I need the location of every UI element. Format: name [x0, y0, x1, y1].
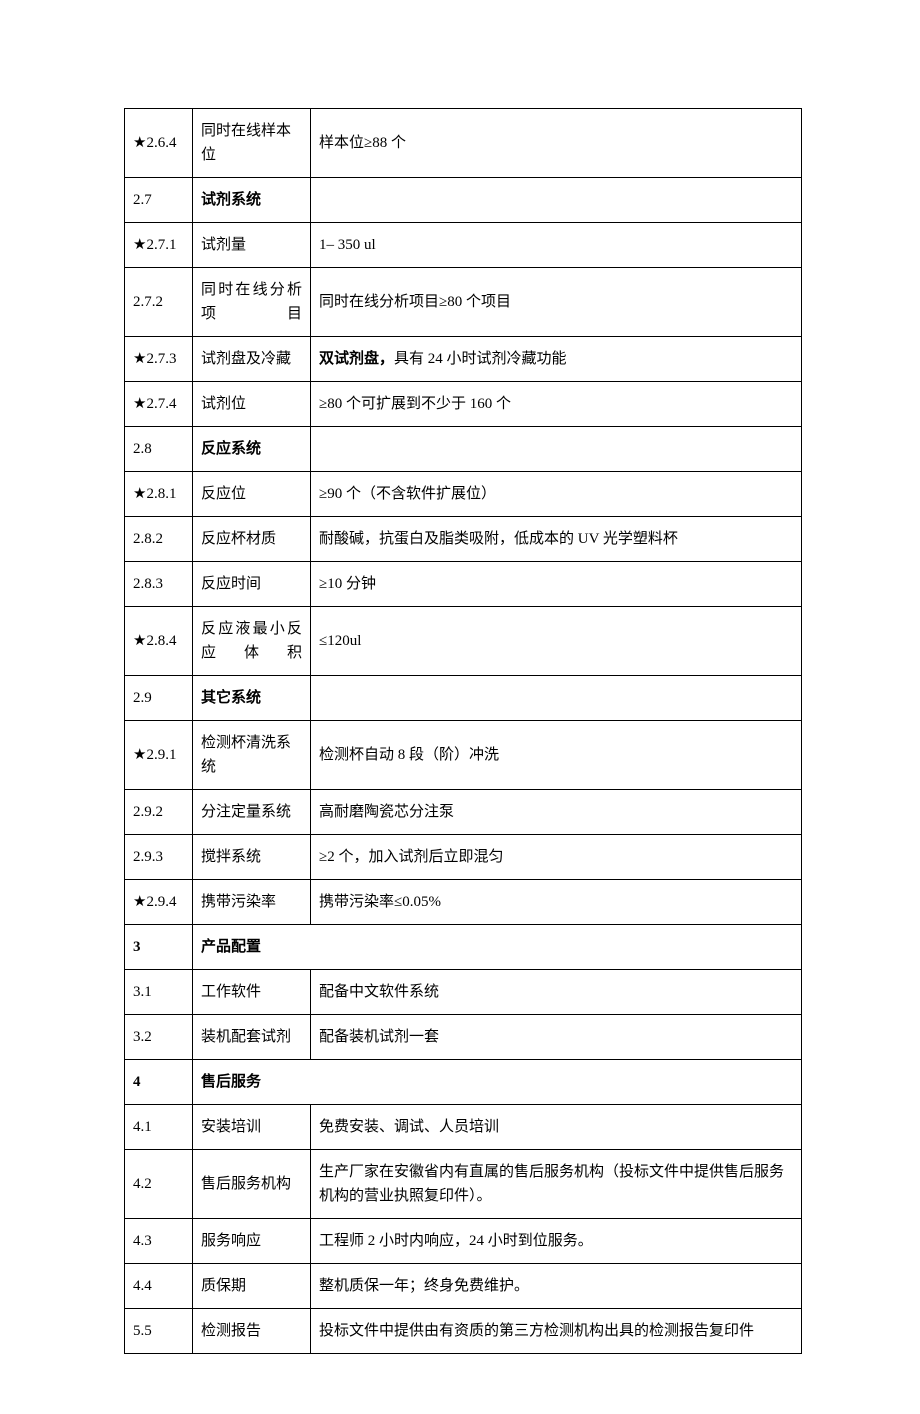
cell-name: 反应时间: [193, 562, 311, 607]
table-row: 2.8反应系统: [125, 427, 802, 472]
cell-spec: ≥90 个（不含软件扩展位）: [311, 472, 802, 517]
table-row: 2.8.2反应杯材质耐酸碱，抗蛋白及脂类吸附，低成本的 UV 光学塑料杯: [125, 517, 802, 562]
cell-spec: 携带污染率≤0.05%: [311, 880, 802, 925]
cell-spec: ≥10 分钟: [311, 562, 802, 607]
cell-id: 2.8.2: [125, 517, 193, 562]
cell-name: 反应系统: [193, 427, 311, 472]
cell-name: 反应液最小反应体积: [193, 607, 311, 676]
table-row: ★2.6.4同时在线样本位样本位≥88 个: [125, 109, 802, 178]
cell-name: 试剂位: [193, 382, 311, 427]
cell-name: 搅拌系统: [193, 835, 311, 880]
cell-name: 同时在线分析项目: [193, 268, 311, 337]
cell-id: 2.9.2: [125, 790, 193, 835]
table-row: 4.3服务响应工程师 2 小时内响应，24 小时到位服务。: [125, 1219, 802, 1264]
cell-name: 试剂量: [193, 223, 311, 268]
cell-name: 检测报告: [193, 1309, 311, 1354]
cell-id: 4.1: [125, 1105, 193, 1150]
table-row: 3.1工作软件配备中文软件系统: [125, 970, 802, 1015]
cell-name: 试剂盘及冷藏: [193, 337, 311, 382]
cell-spec: 免费安装、调试、人员培训: [311, 1105, 802, 1150]
cell-spec: ≥2 个，加入试剂后立即混匀: [311, 835, 802, 880]
table-row: ★2.8.4反应液最小反应体积≤120ul: [125, 607, 802, 676]
cell-id: 4.3: [125, 1219, 193, 1264]
cell-name: 售后服务: [193, 1060, 802, 1105]
cell-name: 售后服务机构: [193, 1150, 311, 1219]
cell-name: 反应杯材质: [193, 517, 311, 562]
table-row: 4.1安装培训免费安装、调试、人员培训: [125, 1105, 802, 1150]
cell-spec: 1– 350 ul: [311, 223, 802, 268]
cell-name: 同时在线样本位: [193, 109, 311, 178]
table-row: 2.9.3搅拌系统≥2 个，加入试剂后立即混匀: [125, 835, 802, 880]
cell-spec: [311, 178, 802, 223]
table-row: 2.8.3反应时间≥10 分钟: [125, 562, 802, 607]
table-row: 3.2装机配套试剂配备装机试剂一套: [125, 1015, 802, 1060]
cell-name: 分注定量系统: [193, 790, 311, 835]
cell-id: ★2.7.4: [125, 382, 193, 427]
table-row: 2.9.2分注定量系统高耐磨陶瓷芯分注泵: [125, 790, 802, 835]
cell-spec: 同时在线分析项目≥80 个项目: [311, 268, 802, 337]
cell-spec: 配备装机试剂一套: [311, 1015, 802, 1060]
cell-id: 2.7.2: [125, 268, 193, 337]
cell-spec: 高耐磨陶瓷芯分注泵: [311, 790, 802, 835]
cell-id: 3.1: [125, 970, 193, 1015]
cell-name: 服务响应: [193, 1219, 311, 1264]
table-row: 5.5检测报告投标文件中提供由有资质的第三方检测机构出具的检测报告复印件: [125, 1309, 802, 1354]
cell-id: 3.2: [125, 1015, 193, 1060]
cell-id: 2.9.3: [125, 835, 193, 880]
cell-name: 产品配置: [193, 925, 802, 970]
table-row: 2.9其它系统: [125, 676, 802, 721]
table-row: ★2.9.1检测杯清洗系统检测杯自动 8 段（阶）冲洗: [125, 721, 802, 790]
cell-id: 2.8: [125, 427, 193, 472]
cell-id: 4.2: [125, 1150, 193, 1219]
cell-spec: [311, 676, 802, 721]
cell-spec: [311, 427, 802, 472]
spec-table: ★2.6.4同时在线样本位样本位≥88 个2.7试剂系统★2.7.1试剂量1– …: [124, 108, 802, 1354]
table-row: ★2.9.4携带污染率携带污染率≤0.05%: [125, 880, 802, 925]
cell-name: 装机配套试剂: [193, 1015, 311, 1060]
cell-name: 检测杯清洗系统: [193, 721, 311, 790]
cell-spec: ≥80 个可扩展到不少于 160 个: [311, 382, 802, 427]
cell-name: 试剂系统: [193, 178, 311, 223]
cell-spec: 配备中文软件系统: [311, 970, 802, 1015]
cell-spec: ≤120ul: [311, 607, 802, 676]
cell-id: ★2.7.3: [125, 337, 193, 382]
spec-rest: 具有 24 小时试剂冷藏功能: [394, 351, 567, 367]
cell-id: ★2.9.4: [125, 880, 193, 925]
cell-spec: 耐酸碱，抗蛋白及脂类吸附，低成本的 UV 光学塑料杯: [311, 517, 802, 562]
table-row: 3产品配置: [125, 925, 802, 970]
cell-spec: 工程师 2 小时内响应，24 小时到位服务。: [311, 1219, 802, 1264]
table-row: ★2.8.1反应位≥90 个（不含软件扩展位）: [125, 472, 802, 517]
spec-bold-prefix: 双试剂盘，: [319, 351, 394, 367]
cell-name: 其它系统: [193, 676, 311, 721]
cell-id: 2.8.3: [125, 562, 193, 607]
table-row: 2.7试剂系统: [125, 178, 802, 223]
table-row: 2.7.2同时在线分析项目同时在线分析项目≥80 个项目: [125, 268, 802, 337]
cell-id: ★2.8.4: [125, 607, 193, 676]
cell-id: 5.5: [125, 1309, 193, 1354]
table-row: ★2.7.1试剂量1– 350 ul: [125, 223, 802, 268]
cell-spec: 投标文件中提供由有资质的第三方检测机构出具的检测报告复印件: [311, 1309, 802, 1354]
cell-spec: 生产厂家在安徽省内有直属的售后服务机构（投标文件中提供售后服务机构的营业执照复印…: [311, 1150, 802, 1219]
cell-id: 3: [125, 925, 193, 970]
table-row: ★2.7.3试剂盘及冷藏双试剂盘，具有 24 小时试剂冷藏功能: [125, 337, 802, 382]
cell-name: 携带污染率: [193, 880, 311, 925]
cell-id: ★2.8.1: [125, 472, 193, 517]
cell-spec: 样本位≥88 个: [311, 109, 802, 178]
cell-id: ★2.6.4: [125, 109, 193, 178]
cell-name: 安装培训: [193, 1105, 311, 1150]
table-row: ★2.7.4试剂位≥80 个可扩展到不少于 160 个: [125, 382, 802, 427]
table-row: 4售后服务: [125, 1060, 802, 1105]
cell-id: 2.7: [125, 178, 193, 223]
cell-id: 4: [125, 1060, 193, 1105]
table-row: 4.2售后服务机构生产厂家在安徽省内有直属的售后服务机构（投标文件中提供售后服务…: [125, 1150, 802, 1219]
cell-id: 2.9: [125, 676, 193, 721]
cell-id: ★2.9.1: [125, 721, 193, 790]
cell-name: 工作软件: [193, 970, 311, 1015]
cell-spec: 双试剂盘，具有 24 小时试剂冷藏功能: [311, 337, 802, 382]
cell-id: ★2.7.1: [125, 223, 193, 268]
cell-spec: 检测杯自动 8 段（阶）冲洗: [311, 721, 802, 790]
cell-name: 反应位: [193, 472, 311, 517]
